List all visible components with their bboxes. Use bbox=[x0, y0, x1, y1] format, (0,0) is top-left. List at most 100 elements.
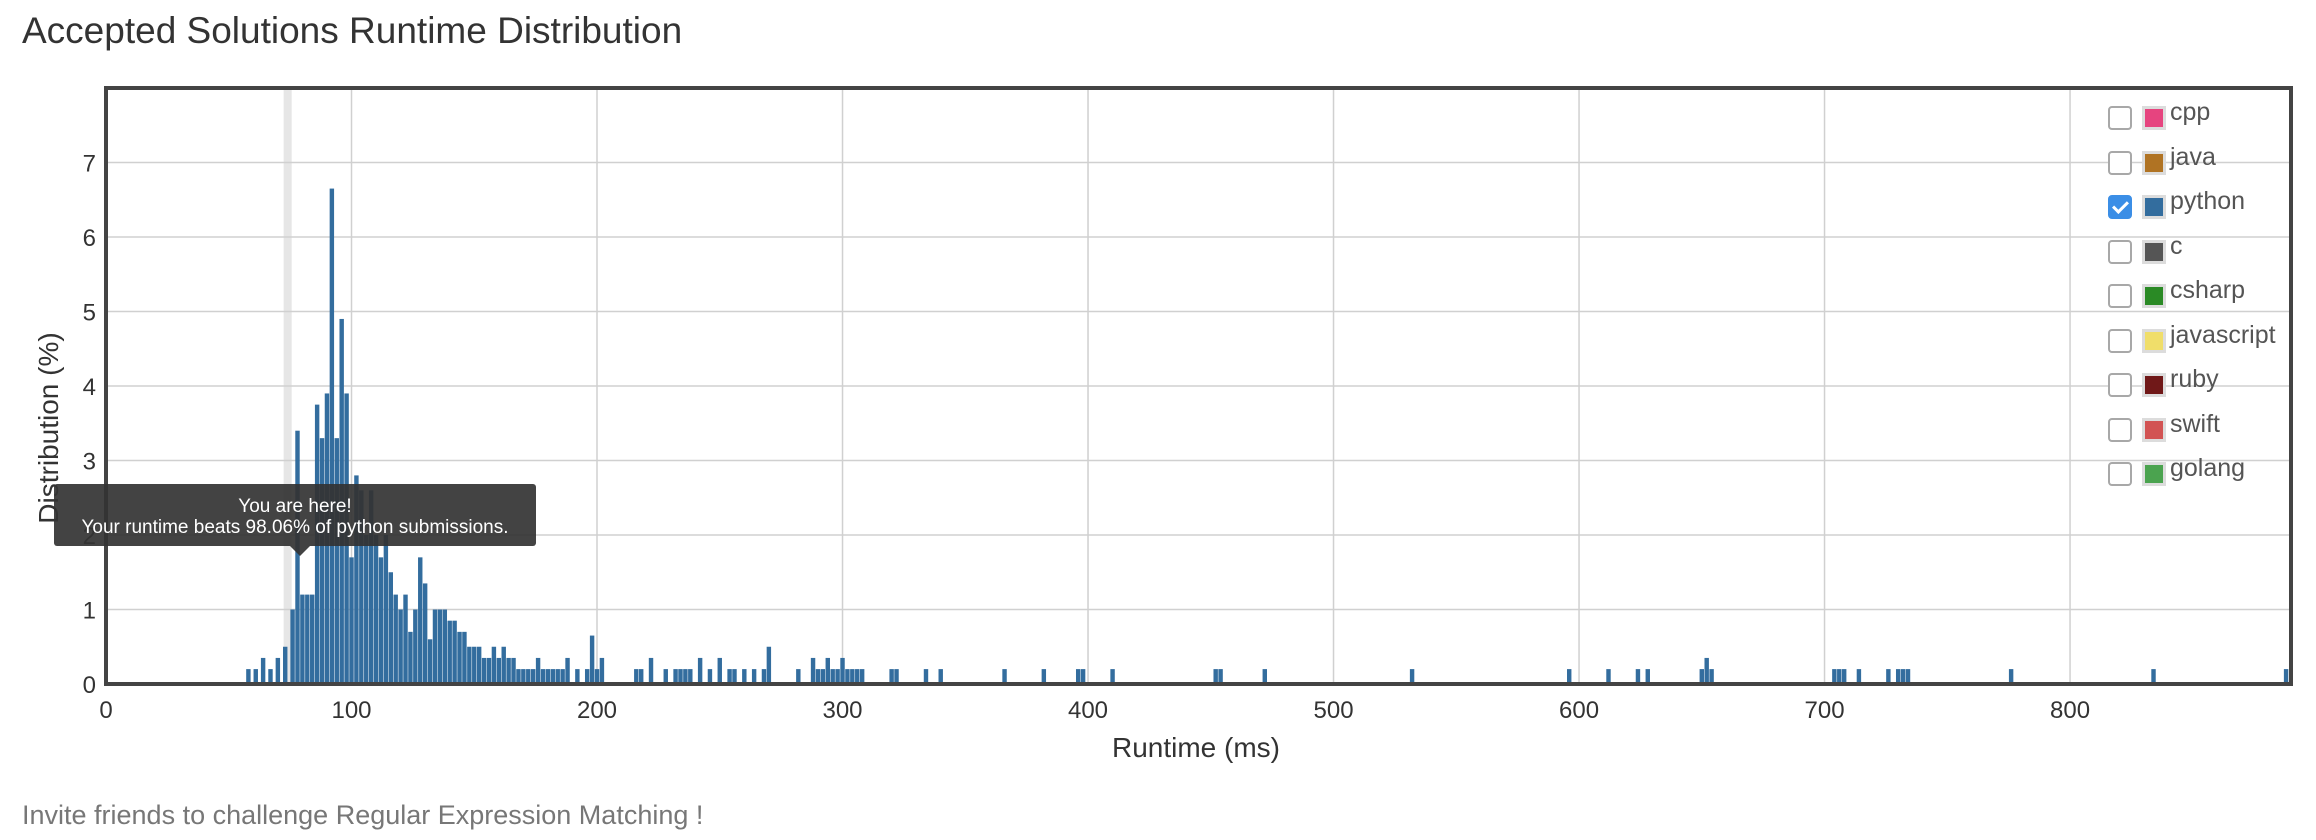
bar bbox=[1075, 669, 1081, 684]
bar bbox=[398, 609, 403, 684]
bar bbox=[403, 594, 408, 684]
bar bbox=[535, 657, 541, 684]
bar bbox=[268, 669, 273, 684]
bar bbox=[467, 646, 472, 684]
bar bbox=[305, 594, 310, 684]
page-title: Accepted Solutions Runtime Distribution bbox=[22, 10, 683, 51]
bar bbox=[295, 430, 300, 684]
bar bbox=[599, 657, 605, 684]
bar bbox=[683, 669, 688, 684]
bar bbox=[742, 669, 747, 684]
x-tick-label: 0 bbox=[99, 697, 112, 724]
bar bbox=[830, 669, 835, 684]
bar bbox=[845, 669, 850, 684]
bar bbox=[1110, 669, 1115, 684]
legend-item-csharp[interactable]: csharp bbox=[2108, 274, 2308, 310]
bar bbox=[815, 669, 821, 684]
bar bbox=[727, 669, 732, 684]
bar bbox=[300, 594, 305, 684]
y-tick-label: 3 bbox=[83, 449, 96, 476]
bar bbox=[2283, 669, 2289, 684]
legend-checkbox[interactable] bbox=[2108, 150, 2132, 175]
legend-item-golang[interactable]: golang bbox=[2108, 452, 2308, 488]
x-tick-label: 700 bbox=[1805, 697, 1845, 724]
bar bbox=[575, 669, 580, 684]
bar bbox=[388, 572, 393, 684]
legend-item-python[interactable]: python bbox=[2108, 185, 2308, 221]
bar bbox=[319, 438, 325, 684]
bar bbox=[408, 631, 413, 684]
bar bbox=[373, 535, 379, 684]
bar bbox=[516, 669, 521, 684]
bar bbox=[393, 594, 398, 684]
bar bbox=[506, 657, 511, 684]
legend-checkbox[interactable] bbox=[2108, 239, 2132, 264]
legend-label: ruby bbox=[2170, 365, 2219, 393]
x-tick-label: 100 bbox=[331, 697, 371, 724]
legend-item-swift[interactable]: swift bbox=[2108, 408, 2308, 444]
bar bbox=[501, 646, 506, 684]
bar bbox=[1213, 669, 1218, 684]
bar bbox=[1841, 669, 1847, 684]
legend-item-java[interactable]: java bbox=[2108, 141, 2308, 177]
legend-checkbox[interactable] bbox=[2108, 373, 2132, 397]
y-tick-label: 5 bbox=[83, 300, 96, 327]
legend-item-javascript[interactable]: javascript bbox=[2108, 319, 2308, 355]
bar bbox=[359, 490, 364, 684]
bar bbox=[1262, 669, 1267, 684]
bar bbox=[442, 609, 448, 684]
bar bbox=[1002, 669, 1007, 684]
runtime-tooltip: You are here! Your runtime beats 98.06% … bbox=[54, 484, 536, 556]
bar bbox=[810, 657, 816, 684]
legend-color-swatch bbox=[2142, 462, 2166, 486]
bar bbox=[1856, 669, 1862, 684]
legend-color-swatch bbox=[2142, 150, 2166, 175]
legend-checkbox[interactable] bbox=[2108, 462, 2132, 486]
bar bbox=[462, 631, 467, 684]
bar bbox=[526, 669, 531, 684]
bar bbox=[1635, 669, 1641, 684]
x-tick-label: 300 bbox=[822, 697, 862, 724]
legend-checkbox[interactable] bbox=[2108, 106, 2132, 130]
bar bbox=[349, 557, 354, 684]
bar bbox=[530, 669, 536, 684]
bar bbox=[2151, 669, 2156, 684]
bar bbox=[1041, 669, 1047, 684]
bar bbox=[796, 669, 801, 684]
bar bbox=[1699, 669, 1704, 684]
legend-checkbox[interactable] bbox=[2108, 328, 2132, 353]
bar bbox=[732, 669, 737, 684]
y-tick-label: 4 bbox=[83, 374, 96, 401]
bar bbox=[476, 646, 482, 684]
bar bbox=[1567, 669, 1572, 684]
legend-item-ruby[interactable]: ruby bbox=[2108, 363, 2308, 399]
bar bbox=[594, 669, 600, 684]
bar bbox=[437, 609, 443, 684]
bar bbox=[560, 669, 565, 684]
bar bbox=[663, 669, 668, 684]
bar bbox=[260, 657, 266, 684]
legend-item-cpp[interactable]: cpp bbox=[2108, 96, 2308, 132]
bar bbox=[334, 438, 339, 684]
bar bbox=[253, 669, 258, 684]
legend-color-swatch bbox=[2142, 417, 2166, 442]
bar bbox=[447, 620, 452, 684]
legend-item-c[interactable]: c bbox=[2108, 230, 2308, 266]
bar bbox=[354, 475, 359, 684]
bar bbox=[761, 669, 767, 684]
bar bbox=[432, 609, 438, 684]
bar bbox=[2008, 669, 2014, 684]
legend-label: cpp bbox=[2170, 98, 2211, 126]
legend-checkbox[interactable] bbox=[2108, 284, 2132, 308]
bar bbox=[364, 535, 369, 684]
bar bbox=[688, 669, 693, 684]
bar bbox=[378, 557, 384, 684]
bar bbox=[923, 669, 929, 684]
bar bbox=[1900, 669, 1906, 684]
legend-checkbox[interactable] bbox=[2108, 417, 2132, 442]
bar bbox=[584, 669, 590, 684]
bar bbox=[678, 669, 683, 684]
legend-color-swatch bbox=[2142, 195, 2166, 219]
legend-checkbox[interactable] bbox=[2108, 195, 2132, 219]
bar bbox=[491, 646, 497, 684]
